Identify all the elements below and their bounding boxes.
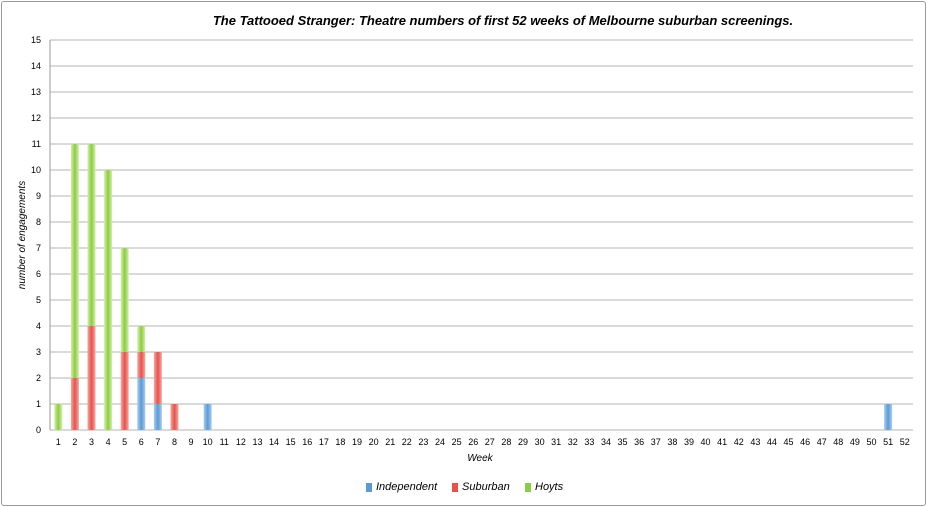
x-tick-label: 32 — [568, 437, 578, 447]
legend-label-suburban: Suburban — [462, 481, 510, 493]
y-tick-label: 4 — [36, 321, 41, 331]
bar-hoyts-week-2 — [70, 144, 79, 378]
x-tick-label: 20 — [369, 437, 379, 447]
legend-item-suburban: Suburban — [452, 481, 510, 493]
y-tick-label: 9 — [36, 191, 41, 201]
x-tick-label: 28 — [501, 437, 511, 447]
x-tick-label: 31 — [551, 437, 561, 447]
x-tick-label: 48 — [833, 437, 843, 447]
x-tick-label: 18 — [335, 437, 345, 447]
bar-hoyts-week-5 — [120, 248, 129, 352]
legend-label-independent: Independent — [376, 481, 438, 493]
y-tick-label: 10 — [31, 165, 41, 175]
x-tick-label: 17 — [319, 437, 329, 447]
legend-label-hoyts: Hoyts — [535, 481, 564, 493]
x-tick-label: 16 — [302, 437, 312, 447]
x-tick-label: 45 — [784, 437, 794, 447]
x-tick-label: 7 — [155, 437, 160, 447]
x-tick-label: 50 — [867, 437, 877, 447]
x-tick-label: 49 — [850, 437, 860, 447]
bar-independent-week-51 — [884, 404, 893, 430]
x-tick-label: 6 — [139, 437, 144, 447]
x-tick-label: 42 — [734, 437, 744, 447]
x-tick-label: 26 — [468, 437, 478, 447]
legend-swatch-suburban — [452, 482, 458, 492]
x-tick-label: 51 — [883, 437, 893, 447]
bar-suburban-week-3 — [87, 326, 96, 430]
y-tick-label: 2 — [36, 373, 41, 383]
x-tick-label: 23 — [418, 437, 428, 447]
x-tick-label: 27 — [485, 437, 495, 447]
y-tick-label: 0 — [36, 425, 41, 435]
bar-suburban-week-7 — [153, 352, 162, 404]
x-tick-label: 43 — [750, 437, 760, 447]
legend-swatch-hoyts — [525, 482, 531, 492]
x-tick-label: 38 — [667, 437, 677, 447]
y-tick-label: 6 — [36, 269, 41, 279]
x-tick-label: 29 — [518, 437, 528, 447]
x-tick-label: 14 — [269, 437, 279, 447]
x-tick-label: 46 — [800, 437, 810, 447]
bar-hoyts-week-1 — [54, 404, 63, 430]
bar-suburban-week-2 — [70, 378, 79, 430]
x-tick-label: 37 — [651, 437, 661, 447]
x-tick-label: 10 — [203, 437, 213, 447]
y-tick-label: 8 — [36, 217, 41, 227]
legend-item-independent: Independent — [366, 481, 437, 493]
y-tick-label: 5 — [36, 295, 41, 305]
bar-suburban-week-6 — [137, 352, 146, 378]
bar-independent-week-7 — [153, 404, 162, 430]
x-tick-label: 11 — [220, 437, 229, 447]
x-tick-label: 33 — [584, 437, 594, 447]
x-tick-label: 4 — [106, 437, 111, 447]
y-tick-label: 1 — [36, 399, 41, 409]
x-tick-label: 1 — [56, 437, 61, 447]
legend-swatch-independent — [366, 482, 372, 492]
x-tick-label: 52 — [900, 437, 910, 447]
y-tick-label: 13 — [31, 87, 41, 97]
x-axis-label: Week — [467, 453, 493, 464]
y-tick-label: 11 — [32, 139, 41, 149]
x-tick-label: 47 — [817, 437, 827, 447]
legend-item-hoyts: Hoyts — [525, 481, 563, 493]
y-tick-label: 12 — [31, 113, 41, 123]
bar-hoyts-week-3 — [87, 144, 96, 326]
bar-hoyts-week-6 — [137, 326, 146, 352]
x-tick-label: 8 — [172, 437, 177, 447]
x-tick-label: 5 — [122, 437, 127, 447]
x-tick-label: 12 — [236, 437, 246, 447]
x-tick-label: 36 — [634, 437, 644, 447]
x-tick-label: 44 — [767, 437, 777, 447]
x-tick-label: 3 — [89, 437, 94, 447]
x-tick-label: 24 — [435, 437, 445, 447]
x-tick-label: 2 — [72, 437, 77, 447]
y-tick-label: 14 — [31, 61, 41, 71]
x-tick-label: 15 — [286, 437, 296, 447]
x-tick-label: 30 — [535, 437, 545, 447]
x-tick-label: 9 — [189, 437, 194, 447]
x-tick-label: 13 — [252, 437, 262, 447]
y-tick-label: 15 — [31, 35, 41, 45]
y-tick-label: 7 — [36, 243, 41, 253]
x-tick-label: 35 — [618, 437, 628, 447]
x-tick-label: 25 — [452, 437, 462, 447]
x-tick-label: 19 — [352, 437, 362, 447]
x-tick-label: 39 — [684, 437, 694, 447]
y-axis-label: number of engagements — [17, 181, 28, 289]
x-tick-label: 21 — [385, 437, 395, 447]
bar-independent-week-6 — [137, 378, 146, 430]
bar-hoyts-week-4 — [104, 170, 113, 430]
x-tick-label: 41 — [717, 437, 727, 447]
x-tick-label: 22 — [402, 437, 412, 447]
y-tick-label: 3 — [36, 347, 41, 357]
chart-title: The Tattooed Stranger: Theatre numbers o… — [212, 13, 794, 28]
bar-suburban-week-8 — [170, 404, 179, 430]
bar-independent-week-10 — [203, 404, 212, 430]
bar-suburban-week-5 — [120, 352, 129, 430]
x-tick-label: 34 — [601, 437, 611, 447]
x-tick-label: 40 — [701, 437, 711, 447]
